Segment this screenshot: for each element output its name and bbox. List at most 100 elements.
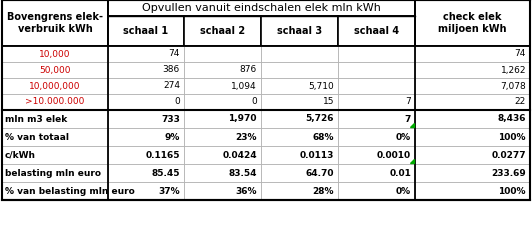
Bar (415, 62, 530, 78)
Bar (415, 0, 530, 46)
Bar (415, 182, 530, 200)
Text: 85.45: 85.45 (152, 169, 180, 177)
Bar (338, 16, 415, 46)
Bar (108, 164, 184, 182)
Text: check elek
miljoen kWh: check elek miljoen kWh (438, 12, 507, 34)
Bar (184, 146, 261, 164)
Text: 0: 0 (251, 97, 257, 106)
Bar (261, 164, 338, 182)
Text: 15: 15 (322, 97, 334, 106)
Text: 22: 22 (515, 97, 526, 106)
Text: 10,000: 10,000 (39, 50, 71, 59)
Bar (338, 46, 415, 62)
Text: 10,000,000: 10,000,000 (29, 81, 81, 90)
Text: schaal 1: schaal 1 (123, 26, 169, 36)
Text: 7: 7 (405, 114, 411, 123)
Bar (2, 46, 108, 62)
Polygon shape (410, 123, 414, 127)
Bar (2, 164, 108, 182)
Text: 386: 386 (163, 66, 180, 75)
Text: 7: 7 (405, 97, 411, 106)
Text: 37%: 37% (159, 186, 180, 195)
Bar (184, 94, 261, 110)
Bar (261, 94, 338, 110)
Bar (184, 164, 261, 182)
Bar (108, 0, 415, 16)
Text: Opvullen vanuit eindschalen elek mln kWh: Opvullen vanuit eindschalen elek mln kWh (142, 3, 381, 13)
Bar (108, 110, 184, 128)
Text: 0.0010: 0.0010 (377, 151, 411, 160)
Text: 100%: 100% (498, 186, 526, 195)
Text: 50,000: 50,000 (39, 66, 71, 75)
Text: 7,078: 7,078 (500, 81, 526, 90)
Text: mln m3 elek: mln m3 elek (5, 114, 67, 123)
Text: Bovengrens elek-
verbruik kWh: Bovengrens elek- verbruik kWh (7, 12, 103, 34)
Text: % van belasting mln euro: % van belasting mln euro (5, 186, 135, 195)
Bar (261, 78, 338, 94)
Bar (184, 182, 261, 200)
Bar (108, 78, 184, 94)
Text: 0%: 0% (396, 186, 411, 195)
Bar (2, 62, 108, 78)
Bar (2, 94, 108, 110)
Bar (108, 128, 184, 146)
Text: 0.0277: 0.0277 (492, 151, 526, 160)
Bar (338, 164, 415, 182)
Text: 23%: 23% (236, 132, 257, 142)
Bar (415, 146, 530, 164)
Text: 64.70: 64.70 (305, 169, 334, 177)
Bar (108, 94, 184, 110)
Bar (338, 78, 415, 94)
Text: 876: 876 (240, 66, 257, 75)
Text: 100%: 100% (498, 132, 526, 142)
Bar (108, 146, 184, 164)
Text: >10.000.000: >10.000.000 (26, 97, 85, 106)
Bar (338, 110, 415, 128)
Bar (2, 110, 108, 128)
Bar (415, 46, 530, 62)
Bar (261, 16, 338, 46)
Bar (261, 128, 338, 146)
Bar (415, 78, 530, 94)
Bar (184, 62, 261, 78)
Text: belasting mln euro: belasting mln euro (5, 169, 101, 177)
Text: 733: 733 (161, 114, 180, 123)
Bar (338, 128, 415, 146)
Bar (2, 0, 530, 200)
Bar (261, 110, 338, 128)
Bar (184, 110, 261, 128)
Text: 8,436: 8,436 (497, 114, 526, 123)
Bar (2, 182, 108, 200)
Bar (415, 94, 530, 110)
Bar (338, 182, 415, 200)
Text: 9%: 9% (164, 132, 180, 142)
Bar (338, 62, 415, 78)
Text: 1,094: 1,094 (231, 81, 257, 90)
Bar (338, 94, 415, 110)
Bar (2, 128, 108, 146)
Text: schaal 4: schaal 4 (354, 26, 399, 36)
Text: 0.0113: 0.0113 (300, 151, 334, 160)
Text: % van totaal: % van totaal (5, 132, 69, 142)
Text: 74: 74 (514, 50, 526, 59)
Bar (2, 78, 108, 94)
Bar (184, 78, 261, 94)
Text: 36%: 36% (236, 186, 257, 195)
Bar (261, 182, 338, 200)
Bar (2, 146, 108, 164)
Text: 1,262: 1,262 (501, 66, 526, 75)
Text: 5,710: 5,710 (308, 81, 334, 90)
Bar (184, 46, 261, 62)
Text: 274: 274 (163, 81, 180, 90)
Text: 0%: 0% (396, 132, 411, 142)
Bar (338, 146, 415, 164)
Text: 83.54: 83.54 (229, 169, 257, 177)
Bar (2, 0, 108, 46)
Text: 74: 74 (169, 50, 180, 59)
Text: schaal 3: schaal 3 (277, 26, 322, 36)
Bar (184, 16, 261, 46)
Bar (415, 164, 530, 182)
Bar (184, 128, 261, 146)
Bar (415, 128, 530, 146)
Bar (108, 16, 184, 46)
